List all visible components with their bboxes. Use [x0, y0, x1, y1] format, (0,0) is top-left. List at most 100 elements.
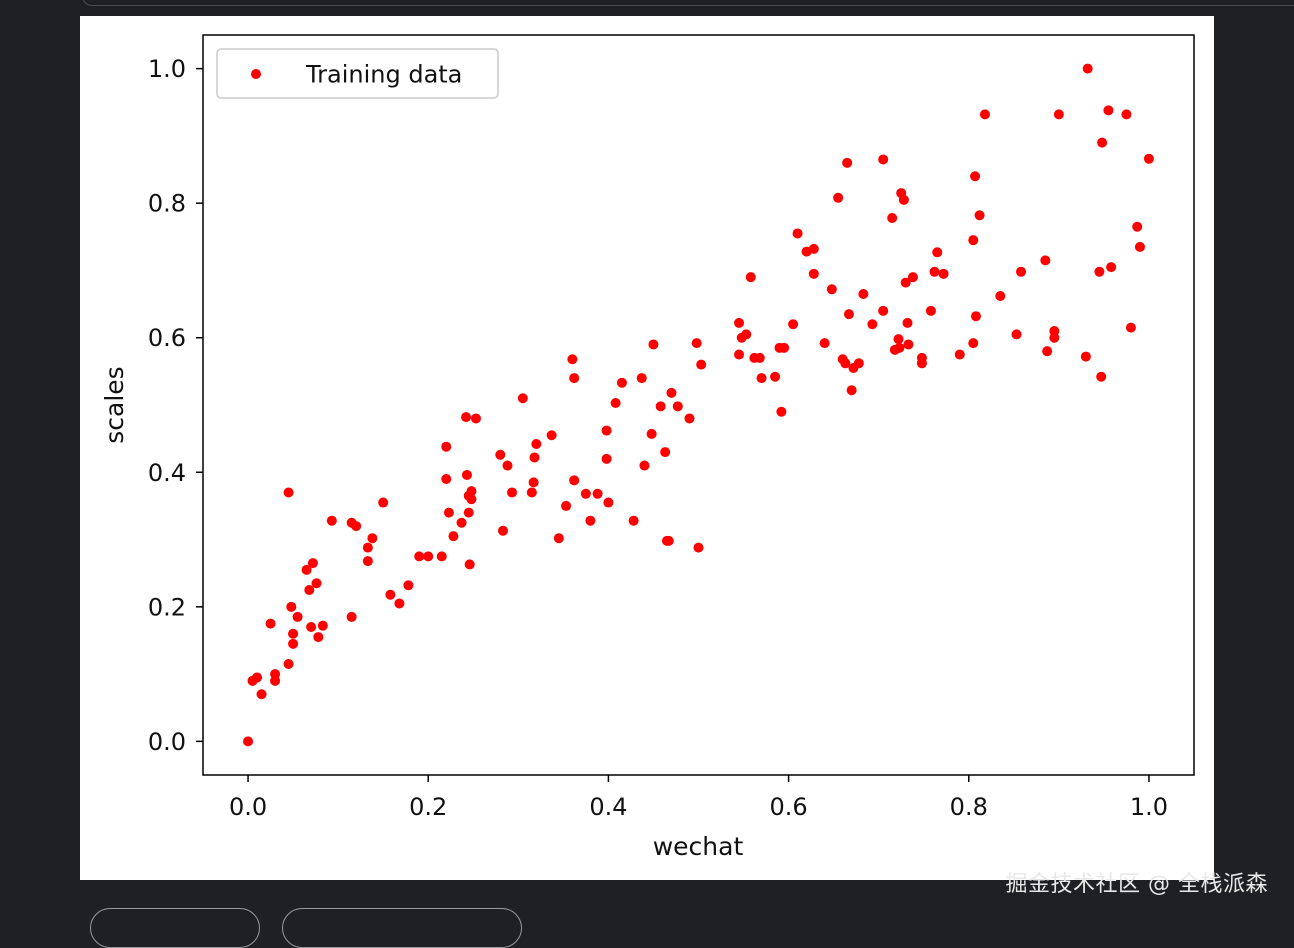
data-point: [601, 453, 612, 464]
data-point: [741, 329, 752, 340]
data-point: [585, 515, 596, 526]
data-point: [301, 564, 312, 575]
data-point: [693, 542, 704, 553]
data-point: [252, 672, 263, 683]
data-point: [616, 377, 627, 388]
bottom-button-right[interactable]: [282, 908, 522, 948]
data-point: [307, 558, 318, 569]
data-point: [436, 551, 447, 562]
data-point: [561, 500, 572, 511]
y-tick-label: 0.2: [148, 593, 186, 621]
data-point: [900, 277, 911, 288]
data-point: [979, 109, 990, 120]
data-point: [443, 507, 454, 518]
data-point: [968, 338, 979, 349]
data-point: [968, 235, 979, 246]
data-point: [317, 620, 328, 631]
legend: Training data: [216, 48, 499, 99]
data-point: [916, 352, 927, 363]
data-point: [938, 268, 949, 279]
data-point: [833, 192, 844, 203]
data-point: [569, 475, 580, 486]
data-point: [655, 401, 666, 412]
data-point: [1134, 241, 1145, 252]
data-point: [288, 638, 299, 649]
x-tick-label: 0.0: [229, 793, 267, 821]
data-point: [1016, 266, 1027, 277]
data-point: [1096, 371, 1107, 382]
data-point: [470, 413, 481, 424]
data-point: [502, 460, 513, 471]
data-point: [603, 497, 614, 508]
data-point: [507, 487, 518, 498]
data-point: [531, 439, 542, 450]
data-point: [970, 311, 981, 322]
data-point: [529, 452, 540, 463]
watermark: 掘金技术社区 @ 全栈派森: [1005, 872, 1268, 897]
y-tick-label: 0.4: [148, 459, 186, 487]
data-point: [567, 354, 578, 365]
data-point: [1125, 322, 1136, 333]
data-point: [970, 171, 981, 182]
data-point: [1049, 332, 1060, 343]
data-point: [283, 487, 294, 498]
data-point: [326, 515, 337, 526]
data-point: [385, 589, 396, 600]
data-point: [929, 266, 940, 277]
data-point: [441, 474, 452, 484]
data-point: [1106, 262, 1117, 273]
data-point: [528, 477, 539, 488]
bottom-button-left[interactable]: [90, 908, 260, 948]
data-point: [663, 535, 674, 546]
data-point: [842, 157, 853, 168]
data-point: [932, 247, 943, 258]
data-point: [853, 358, 864, 369]
data-point: [974, 210, 985, 221]
data-point: [304, 585, 315, 595]
data-point: [569, 373, 580, 384]
data-point: [902, 317, 913, 328]
data-point: [646, 428, 657, 439]
data-point: [448, 531, 459, 542]
legend-box: [216, 48, 499, 99]
data-point: [362, 542, 373, 553]
top-panel-frame: [82, 0, 1294, 6]
plot-frame: [202, 34, 1195, 776]
x-tick-label: 1.0: [1130, 793, 1168, 821]
data-point: [639, 460, 650, 471]
data-point: [878, 305, 889, 316]
data-point: [466, 494, 477, 505]
data-point: [441, 441, 452, 452]
data-point: [672, 401, 683, 412]
data-point: [770, 371, 781, 382]
data-point: [887, 212, 898, 223]
data-point: [954, 349, 965, 360]
data-point: [1080, 351, 1091, 362]
data-point: [898, 194, 909, 205]
data-point: [792, 228, 803, 239]
data-point: [808, 268, 819, 279]
data-point: [256, 689, 267, 700]
data-point: [754, 352, 765, 363]
data-point: [243, 736, 254, 747]
data-point: [788, 319, 799, 330]
y-axis-label: scales: [100, 366, 129, 443]
data-point: [878, 154, 889, 165]
data-point: [495, 449, 506, 460]
y-tick-label: 0.6: [148, 324, 186, 352]
data-point: [1042, 346, 1053, 357]
data-point: [463, 507, 474, 518]
data-point: [270, 669, 281, 680]
data-point: [893, 334, 904, 345]
x-axis-label: wechat: [653, 832, 744, 861]
data-point: [461, 412, 472, 423]
data-point: [367, 533, 378, 544]
data-point: [283, 659, 294, 669]
data-point: [734, 317, 745, 328]
data-point: [292, 611, 303, 622]
legend-marker: [251, 69, 261, 79]
data-point: [995, 291, 1006, 302]
data-point: [696, 359, 707, 370]
data-point: [779, 342, 790, 353]
data-point: [628, 515, 639, 526]
